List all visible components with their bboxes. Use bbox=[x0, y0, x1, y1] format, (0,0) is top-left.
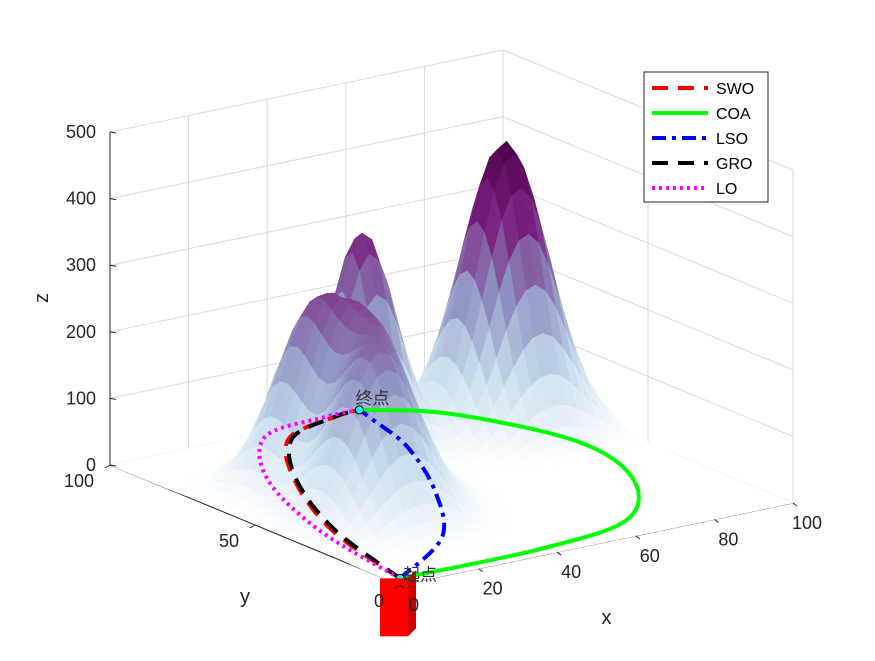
y-tick-mark bbox=[104, 464, 111, 469]
x-axis-label: x bbox=[602, 607, 612, 629]
z-tick-label: 0 bbox=[86, 455, 96, 475]
y-axis-label: y bbox=[240, 586, 250, 608]
legend-label-gro: GRO bbox=[716, 156, 752, 173]
x-tick-mark bbox=[714, 519, 719, 523]
z-tick-mark bbox=[109, 331, 117, 334]
end-point-marker bbox=[354, 405, 364, 415]
z-tick-label: 300 bbox=[66, 255, 96, 275]
y-tick-label: 0 bbox=[374, 591, 384, 611]
z-tick-mark bbox=[109, 464, 117, 467]
series-line-lso bbox=[358, 408, 447, 580]
series-line-gro bbox=[286, 407, 402, 580]
start-obstacle bbox=[380, 578, 408, 637]
y-tick-label: 100 bbox=[64, 471, 94, 491]
x-tick-label: 0 bbox=[409, 595, 419, 615]
x-tick-label: 100 bbox=[792, 513, 822, 533]
legend-label-coa: COA bbox=[716, 106, 751, 123]
x-tick-label: 80 bbox=[718, 529, 738, 549]
y-tick-label: 50 bbox=[219, 531, 239, 551]
grid-line bbox=[109, 116, 504, 200]
z-tick-mark bbox=[109, 264, 117, 267]
grid-line bbox=[109, 182, 504, 266]
x-tick-mark bbox=[478, 568, 483, 572]
z-tick-label: 100 bbox=[66, 388, 96, 408]
x-tick-label: 40 bbox=[561, 562, 581, 582]
x-tick-mark bbox=[399, 584, 405, 589]
z-tick-mark bbox=[109, 131, 117, 134]
annotations: 终点 起点 bbox=[355, 389, 437, 585]
grid-line bbox=[109, 249, 504, 333]
terrain-surface bbox=[108, 140, 795, 586]
y-tick-mark bbox=[394, 584, 401, 589]
x-tick-mark bbox=[792, 502, 798, 507]
z-tick-mark bbox=[109, 397, 117, 400]
grid-line bbox=[109, 49, 504, 133]
x-tick-label: 60 bbox=[640, 546, 660, 566]
path-lines bbox=[257, 405, 641, 637]
x-tick-label: 20 bbox=[483, 579, 503, 599]
z-tick-mark bbox=[109, 198, 117, 201]
legend-label-lo: LO bbox=[716, 181, 737, 198]
y-tick-mark bbox=[249, 524, 256, 529]
axis-labels: x y z bbox=[31, 293, 612, 629]
legend-label-lso: LSO bbox=[716, 131, 748, 148]
end-point-label: 终点 bbox=[355, 389, 389, 409]
legend: SWO COA LSO GRO LO bbox=[643, 71, 769, 203]
start-obstacle-side bbox=[408, 570, 416, 637]
series-line-lo bbox=[257, 407, 402, 581]
z-tick-label: 500 bbox=[66, 122, 96, 142]
z-tick-label: 200 bbox=[66, 322, 96, 342]
x-tick-mark bbox=[556, 551, 562, 556]
series-line-coa bbox=[359, 407, 641, 581]
x-tick-mark bbox=[635, 535, 641, 540]
start-point-label: 起点 bbox=[403, 565, 437, 585]
legend-label-swo: SWO bbox=[716, 81, 754, 98]
z-tick-label: 400 bbox=[66, 189, 96, 209]
z-axis-label: z bbox=[31, 293, 53, 303]
